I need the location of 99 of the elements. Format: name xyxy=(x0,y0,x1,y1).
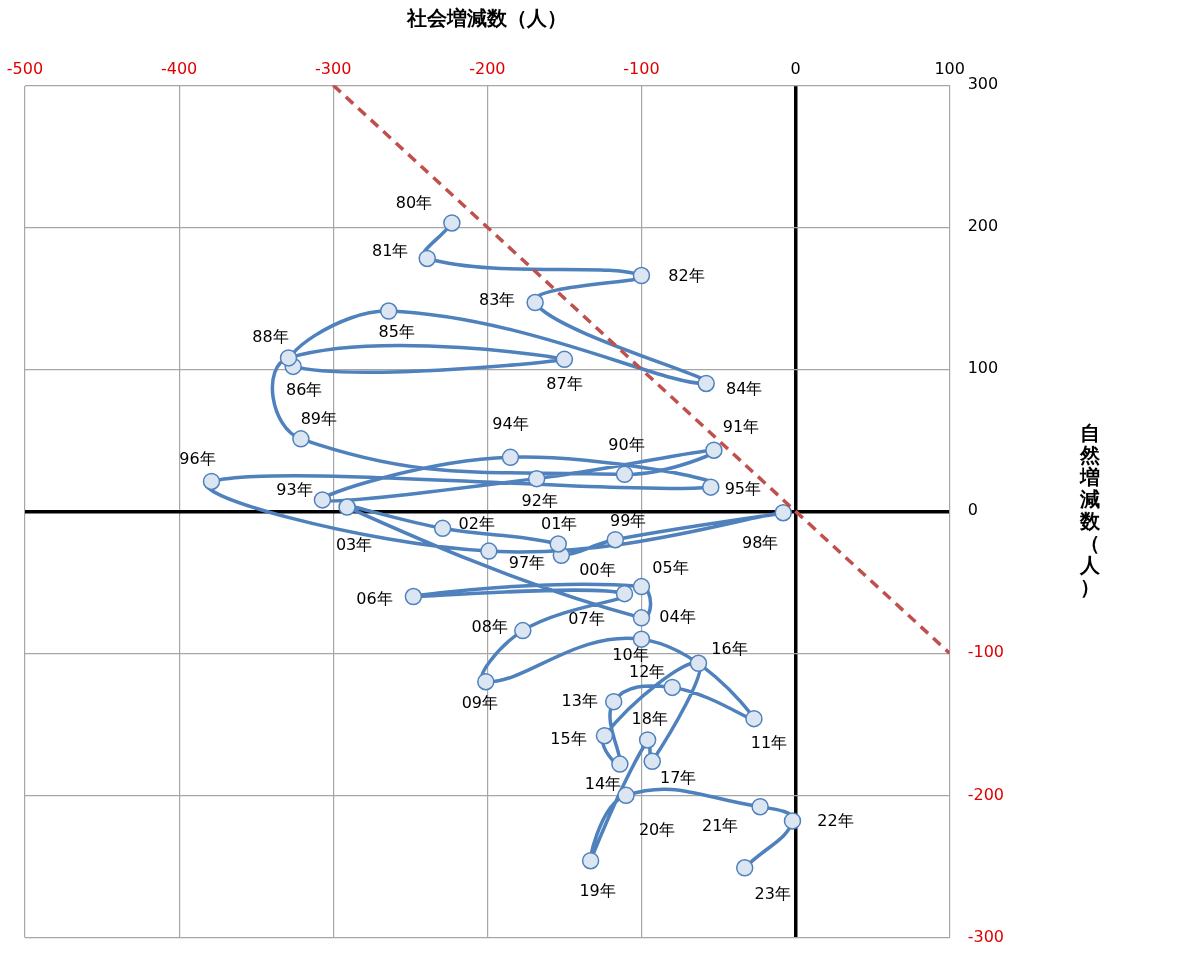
annotation: 17年 xyxy=(660,768,697,788)
annotation: 80年 xyxy=(395,193,433,213)
point xyxy=(702,478,720,496)
annotation: 86年 xyxy=(285,379,323,399)
annotation: 97年 xyxy=(508,553,546,573)
annotation: 11年 xyxy=(750,732,788,752)
x-axis-title: 社会増減数（人） xyxy=(406,6,568,31)
y-tick-label: -200 xyxy=(967,784,1004,804)
annotation: 21年 xyxy=(701,815,739,835)
annotation: 98年 xyxy=(742,532,779,552)
annotation: 20年 xyxy=(638,819,676,839)
point xyxy=(632,266,651,285)
annotation: 90年 xyxy=(608,434,645,454)
point xyxy=(689,654,708,673)
y-tick-label: 0 xyxy=(967,500,978,520)
point xyxy=(632,577,651,596)
x-tick-label: 0 xyxy=(790,58,801,78)
point xyxy=(735,859,754,877)
annotation: 84年 xyxy=(726,378,763,398)
annotation: 23年 xyxy=(754,883,791,903)
annotation: 85年 xyxy=(378,322,415,342)
annotation: 89年 xyxy=(300,409,338,429)
annotation: 14年 xyxy=(584,774,622,794)
annotation: 19年 xyxy=(579,880,616,900)
annotation: 95年 xyxy=(724,479,761,499)
point xyxy=(404,587,423,606)
point xyxy=(745,709,763,728)
annotation: 22年 xyxy=(817,811,854,831)
point xyxy=(751,797,769,816)
point xyxy=(774,503,792,522)
point xyxy=(632,609,651,627)
annotation: 07年 xyxy=(568,608,605,628)
point xyxy=(443,214,461,232)
point xyxy=(643,752,661,771)
annotation: 87年 xyxy=(546,374,583,394)
point xyxy=(549,535,567,553)
annotation: 09年 xyxy=(461,692,498,712)
x-tick-label: -100 xyxy=(623,58,660,78)
point xyxy=(292,430,310,448)
x-tick-label: -400 xyxy=(160,58,198,78)
annotation: 01年 xyxy=(541,514,578,534)
point xyxy=(433,519,452,538)
point xyxy=(514,621,532,640)
annotation: 96年 xyxy=(179,448,216,468)
y-tick-label: 100 xyxy=(967,358,999,378)
point xyxy=(595,726,614,745)
x-tick-label: -200 xyxy=(469,58,506,78)
annotation: 93年 xyxy=(276,480,313,500)
annotation: 06年 xyxy=(356,588,393,608)
y-axis-title: 自然増減数（人） xyxy=(1078,420,1101,599)
annotation: 08年 xyxy=(471,616,508,636)
point xyxy=(279,349,298,367)
annotation: 15年 xyxy=(550,728,587,748)
point xyxy=(705,441,723,459)
point xyxy=(663,678,682,697)
annotation: 00年 xyxy=(579,560,616,580)
annotation: 83年 xyxy=(478,289,516,309)
point xyxy=(604,692,623,711)
point xyxy=(526,293,544,312)
point xyxy=(527,469,546,488)
annotation: 04年 xyxy=(659,606,696,626)
y-tick-label: 200 xyxy=(967,216,999,236)
x-tick-label: -300 xyxy=(315,58,352,78)
point xyxy=(783,812,802,830)
point xyxy=(202,472,221,491)
x-tick-label: -500 xyxy=(6,58,44,78)
y-tick-label: -300 xyxy=(967,926,1004,946)
point xyxy=(313,491,332,509)
annotation: 81年 xyxy=(372,240,409,260)
point xyxy=(477,672,495,691)
point xyxy=(555,350,574,369)
point xyxy=(501,448,520,467)
point xyxy=(611,755,629,773)
annotation: 99年 xyxy=(610,510,647,530)
annotation: 91年 xyxy=(722,417,760,437)
annotation: 13年 xyxy=(561,690,598,710)
point xyxy=(615,584,634,603)
point xyxy=(615,465,634,484)
x-tick-label: 100 xyxy=(934,58,965,78)
point xyxy=(606,530,625,549)
point xyxy=(638,731,657,749)
point xyxy=(338,498,356,516)
annotation: 94年 xyxy=(492,414,529,434)
point xyxy=(379,302,398,320)
annotation: 03年 xyxy=(335,535,373,555)
point xyxy=(418,249,436,268)
y-tick-label: -100 xyxy=(967,642,1004,662)
annotation: 82年 xyxy=(668,265,705,285)
y-tick-label: 300 xyxy=(967,74,999,94)
annotation: 18年 xyxy=(631,709,668,729)
annotation: 02年 xyxy=(458,513,495,533)
annotation: 16年 xyxy=(711,639,748,659)
point xyxy=(697,374,715,393)
annotation: 88年 xyxy=(252,327,289,347)
point xyxy=(480,542,498,560)
point xyxy=(581,851,600,870)
annotation: 05年 xyxy=(652,557,689,577)
annotation: 92年 xyxy=(521,490,558,510)
point xyxy=(632,630,651,648)
